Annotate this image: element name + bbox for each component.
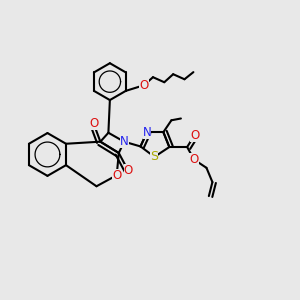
Text: O: O <box>89 117 98 130</box>
Text: O: O <box>190 129 199 142</box>
Text: O: O <box>140 79 149 92</box>
Text: O: O <box>124 164 133 177</box>
Text: O: O <box>189 153 199 166</box>
Text: N: N <box>143 126 152 139</box>
Text: N: N <box>120 135 128 148</box>
Text: O: O <box>112 169 121 182</box>
Text: S: S <box>151 150 158 163</box>
